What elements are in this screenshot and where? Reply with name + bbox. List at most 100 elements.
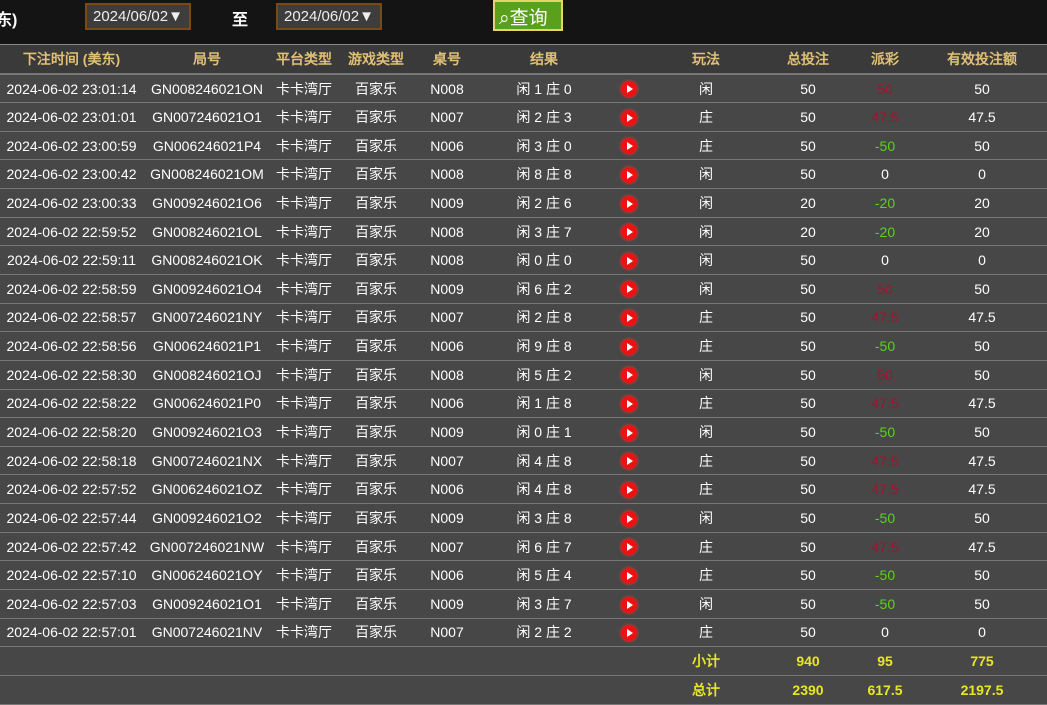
payout: -50 (853, 503, 917, 533)
column-header (609, 45, 649, 75)
platform-type: 卡卡湾厅 (271, 303, 337, 333)
effective-bet: 50 (917, 360, 1047, 390)
round-id: GN006246021P1 (143, 331, 271, 361)
replay-button[interactable] (609, 303, 649, 333)
replay-button[interactable] (609, 217, 649, 247)
round-id: GN008246021OJ (143, 360, 271, 390)
platform-type: 卡卡湾厅 (271, 389, 337, 419)
replay-button[interactable] (609, 618, 649, 648)
game-type: 百家乐 (337, 360, 415, 390)
play-icon (621, 567, 637, 584)
game-type: 百家乐 (337, 446, 415, 476)
play-icon (621, 510, 637, 527)
result: 闲 4 庄 8 (479, 446, 609, 476)
date-to-picker[interactable]: 2024/06/02▼ (276, 3, 382, 30)
replay-button[interactable] (609, 74, 649, 104)
table-no: N007 (415, 102, 479, 132)
bet-type: 庄 (649, 331, 763, 361)
replay-button[interactable] (609, 446, 649, 476)
total-bet: 20 (763, 188, 853, 218)
round-id: GN006246021P0 (143, 389, 271, 419)
replay-button[interactable] (609, 245, 649, 275)
date-from-picker[interactable]: 2024/06/02▼ (85, 3, 191, 30)
table-no: N008 (415, 217, 479, 247)
payout: -50 (853, 417, 917, 447)
round-id: GN009246021O1 (143, 589, 271, 619)
result: 闲 4 庄 8 (479, 474, 609, 505)
bet-type: 庄 (649, 474, 763, 505)
platform-type: 卡卡湾厅 (271, 360, 337, 390)
replay-button[interactable] (609, 532, 649, 562)
table-row: 2024-06-02 22:59:52 GN008246021OL 卡卡湾厅 百家乐 N… (0, 217, 1047, 247)
round-id: GN008246021OM (143, 159, 271, 190)
replay-button[interactable] (609, 474, 649, 505)
effective-bet: 50 (917, 560, 1047, 591)
play-icon (621, 453, 637, 470)
game-type: 百家乐 (337, 274, 415, 304)
total-bet: 50 (763, 503, 853, 533)
bet-time: 2024-06-02 22:58:20 (0, 417, 143, 447)
bet-time: 2024-06-02 22:57:10 (0, 560, 143, 591)
column-header: 桌号 (415, 45, 479, 75)
effective-bet: 0 (917, 618, 1047, 648)
query-button[interactable]: ⌕查询 (493, 0, 563, 31)
play-icon (621, 281, 637, 298)
replay-button[interactable] (609, 360, 649, 390)
platform-type: 卡卡湾厅 (271, 245, 337, 275)
payout: 47.5 (853, 389, 917, 419)
replay-button[interactable] (609, 331, 649, 361)
replay-button[interactable] (609, 560, 649, 591)
round-id: GN006246021OY (143, 560, 271, 591)
total-bet: 50 (763, 532, 853, 562)
effective-bet: 0 (917, 159, 1047, 190)
table-no: N009 (415, 503, 479, 533)
replay-button[interactable] (609, 503, 649, 533)
replay-button[interactable] (609, 389, 649, 419)
payout: 0 (853, 245, 917, 275)
replay-button[interactable] (609, 417, 649, 447)
payout: -20 (853, 188, 917, 218)
bet-time: 2024-06-02 22:57:42 (0, 532, 143, 562)
payout: 50 (853, 274, 917, 304)
game-type: 百家乐 (337, 331, 415, 361)
total-bet: 50 (763, 360, 853, 390)
table-no: N006 (415, 474, 479, 505)
replay-button[interactable] (609, 102, 649, 132)
column-header: 总投注 (763, 45, 853, 75)
table-row: 2024-06-02 22:58:22 GN006246021P0 卡卡湾厅 百家乐 N… (0, 389, 1047, 419)
effective-bet: 20 (917, 188, 1047, 218)
play-icon (621, 481, 637, 498)
replay-button[interactable] (609, 274, 649, 304)
table-no: N006 (415, 389, 479, 419)
effective-bet: 47.5 (917, 102, 1047, 132)
round-id: GN009246021O6 (143, 188, 271, 218)
table-row: 2024-06-02 22:59:11 GN008246021OK 卡卡湾厅 百家乐 N… (0, 245, 1047, 275)
result: 闲 3 庄 0 (479, 131, 609, 161)
table-row: 2024-06-02 22:58:59 GN009246021O4 卡卡湾厅 百家乐 N… (0, 274, 1047, 304)
platform-type: 卡卡湾厅 (271, 618, 337, 648)
effective-bet: 47.5 (917, 303, 1047, 333)
total-bet: 50 (763, 274, 853, 304)
payout: 50 (853, 74, 917, 104)
summary-total-bet: 940 (763, 646, 853, 676)
bet-type: 闲 (649, 503, 763, 533)
bet-time: 2024-06-02 22:58:22 (0, 389, 143, 419)
bet-type: 闲 (649, 245, 763, 275)
bet-type: 闲 (649, 417, 763, 447)
grand-total-row: 总计 2390 617.5 2197.5 (0, 675, 1047, 705)
replay-button[interactable] (609, 188, 649, 218)
round-id: GN009246021O4 (143, 274, 271, 304)
result: 闲 9 庄 8 (479, 331, 609, 361)
round-id: GN008246021ON (143, 74, 271, 104)
replay-button[interactable] (609, 159, 649, 190)
replay-button[interactable] (609, 131, 649, 161)
bet-time: 2024-06-02 22:57:52 (0, 474, 143, 505)
play-icon (621, 166, 637, 183)
payout: -20 (853, 217, 917, 247)
game-type: 百家乐 (337, 131, 415, 161)
total-bet: 50 (763, 417, 853, 447)
game-type: 百家乐 (337, 245, 415, 275)
replay-button[interactable] (609, 589, 649, 619)
platform-type: 卡卡湾厅 (271, 274, 337, 304)
game-type: 百家乐 (337, 618, 415, 648)
